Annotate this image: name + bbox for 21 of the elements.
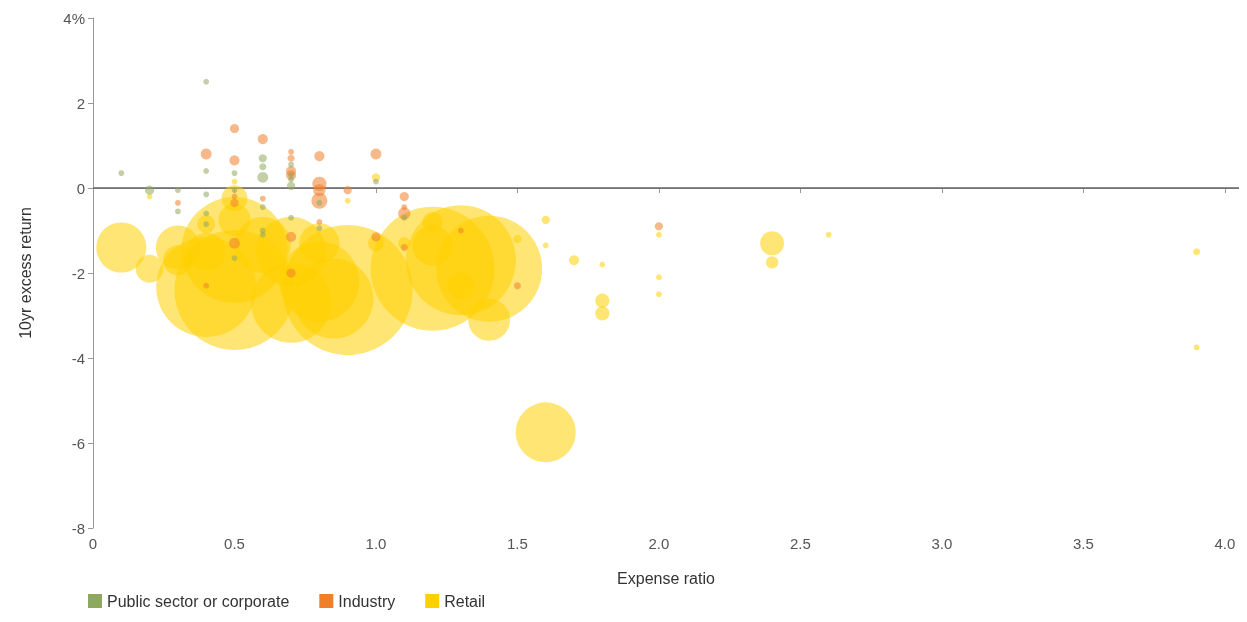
x-axis-title: Expense ratio — [617, 569, 716, 587]
x-tick-label: 3.0 — [931, 535, 953, 552]
y-axis-title: 10yr excess return — [16, 207, 34, 339]
x-tick-label: 1.0 — [365, 535, 387, 552]
x-tick-label: 2.0 — [648, 535, 670, 552]
x-tick-label: 0 — [88, 535, 98, 552]
y-tick-label: -4 — [71, 349, 85, 367]
y-tick-label: -6 — [71, 434, 85, 452]
y-tick-label: 2 — [76, 94, 85, 112]
legend-label: Public sector or corporate — [107, 592, 290, 610]
y-tick-label: 4% — [63, 9, 85, 27]
legend-label: Retail — [444, 592, 486, 610]
y-tick-label: 0 — [76, 179, 85, 197]
y-tick-label: -2 — [71, 264, 85, 282]
x-tick-label: 2.5 — [789, 535, 811, 552]
x-tick-label: 4.0 — [1214, 535, 1236, 552]
y-tick-label: -8 — [71, 519, 85, 537]
x-tick-label: 0.5 — [224, 535, 245, 552]
legend-label: Industry — [338, 592, 396, 610]
x-tick-label: 1.5 — [507, 535, 528, 552]
x-tick-label: 3.5 — [1072, 535, 1094, 552]
